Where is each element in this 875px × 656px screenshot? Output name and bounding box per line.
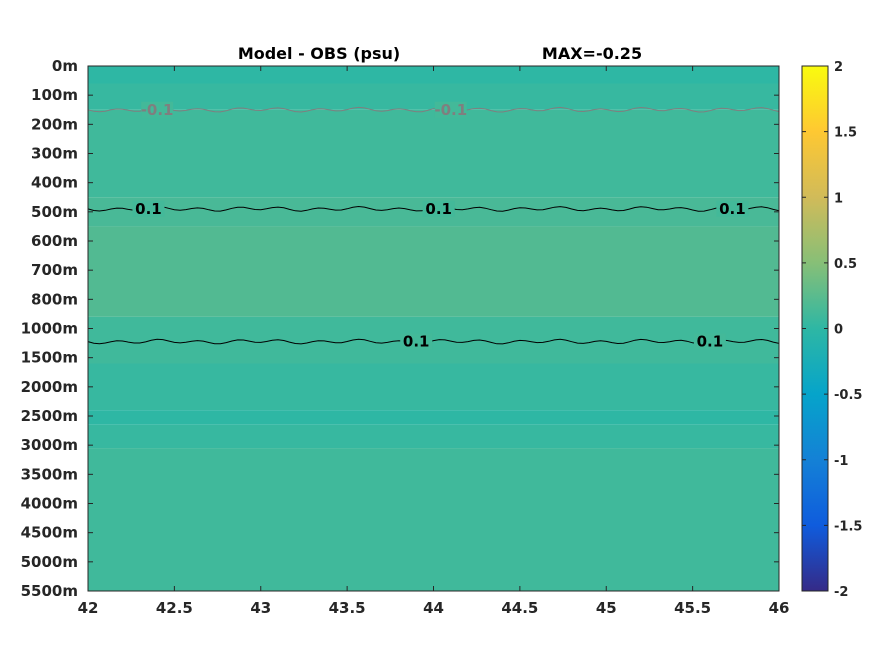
- colorbar-tick-label: 0: [834, 323, 843, 338]
- heatmap-band: [88, 226, 779, 317]
- x-tick-label: 46: [769, 599, 790, 617]
- heatmap-band: [88, 410, 779, 425]
- colorbar-tick-label: -1: [834, 454, 848, 469]
- x-tick-label: 44.5: [501, 599, 538, 617]
- y-tick-label: 400m: [31, 174, 78, 192]
- y-tick-label: 300m: [31, 145, 78, 163]
- colorbar-tick-label: -1.5: [834, 519, 862, 534]
- y-tick-label: 4500m: [21, 524, 78, 542]
- colorbar-tick-label: 2: [834, 60, 843, 75]
- contour-label-bg: [132, 200, 165, 217]
- contour-label-bg: [434, 101, 467, 118]
- y-tick-label: 2500m: [21, 407, 78, 425]
- contour-label: 0.1: [719, 200, 746, 218]
- x-tick-label: 43.5: [329, 599, 366, 617]
- x-tick-label: 43: [250, 599, 271, 617]
- colorbar-tick-label: -2: [834, 585, 848, 600]
- heatmap-band: [88, 424, 779, 449]
- x-tick-label: 45: [596, 599, 617, 617]
- colorbar-tick-label: 1: [834, 191, 843, 206]
- colorbar-ticks: 2 1.5 1 0.5 0 -0.5 -1 -1.5 -2: [802, 60, 862, 600]
- y-axis-ticks: 0m 100m 200m 300m 400m 500m 600m 700m 800m 1000m 1…: [21, 57, 779, 600]
- contour-line: [87, 338, 780, 345]
- heatmap-band: [88, 363, 779, 411]
- x-tick-label: 42.5: [156, 599, 193, 617]
- colorbar-tick-label: -0.5: [834, 388, 862, 403]
- y-tick-label: 4000m: [21, 495, 78, 513]
- y-tick-label: 800m: [31, 290, 78, 308]
- y-tick-label: 5500m: [21, 582, 78, 600]
- y-tick-label: 0m: [52, 57, 78, 75]
- heatmap-band: [88, 83, 779, 110]
- plot-area: -0.1 -0.1 0.1 0.1 0.1 0.1 0.1: [87, 65, 780, 592]
- contour-label: -0.1: [434, 101, 467, 119]
- contour-label-bg: [693, 333, 726, 350]
- y-tick-label: 200m: [31, 115, 78, 133]
- contour-label: -0.1: [141, 101, 174, 119]
- contour-label-bg: [716, 200, 749, 217]
- chart-subtitle: MAX=-0.25: [542, 44, 642, 63]
- y-tick-label: 2000m: [21, 378, 78, 396]
- y-tick-label: 3500m: [21, 465, 78, 483]
- x-tick-label: 44: [423, 599, 444, 617]
- colorbar-tick-label: 1.5: [834, 126, 857, 141]
- heatmap-band: [88, 109, 779, 198]
- y-tick-label: 1500m: [21, 349, 78, 367]
- x-axis-ticks: 42 42.5 43 43.5 44 44.5 45 45.5 46: [78, 66, 790, 617]
- heatmap-band: [88, 448, 779, 591]
- x-tick-label: 45.5: [674, 599, 711, 617]
- contour-label: 0.1: [697, 333, 724, 351]
- contour-label-bg: [141, 101, 174, 118]
- y-tick-label: 100m: [31, 86, 78, 104]
- contour-label-bg: [400, 333, 433, 350]
- contour-label: 0.1: [425, 200, 452, 218]
- y-tick-label: 500m: [31, 203, 78, 221]
- y-tick-label: 1000m: [21, 320, 78, 338]
- contour-label: 0.1: [135, 200, 162, 218]
- contour-label: 0.1: [403, 333, 430, 351]
- y-tick-label: 700m: [31, 261, 78, 279]
- contour-line: [87, 106, 780, 113]
- y-tick-label: 5000m: [21, 553, 78, 571]
- x-tick-label: 42: [78, 599, 99, 617]
- y-tick-label: 600m: [31, 232, 78, 250]
- contour-label-bg: [422, 200, 455, 217]
- y-tick-label: 3000m: [21, 436, 78, 454]
- colorbar-tick-label: 0.5: [834, 257, 857, 272]
- chart-title: Model - OBS (psu): [238, 44, 400, 63]
